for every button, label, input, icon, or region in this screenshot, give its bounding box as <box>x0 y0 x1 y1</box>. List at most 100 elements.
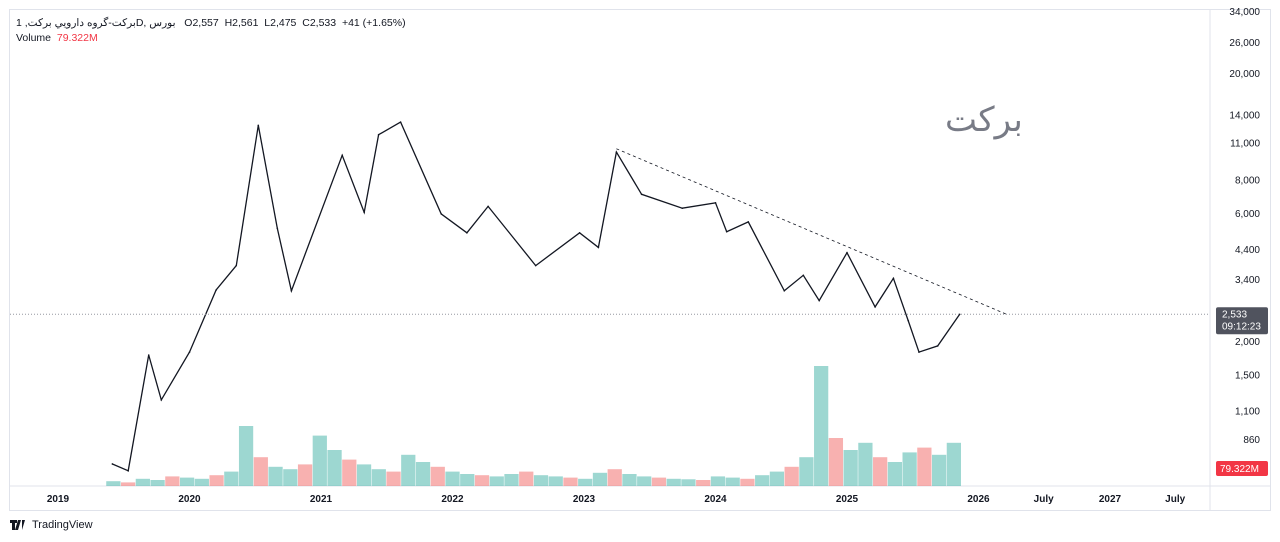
volume-bar <box>283 469 298 486</box>
volume-bar <box>755 475 770 486</box>
time-tick-label: 2024 <box>704 494 727 505</box>
volume-bar <box>725 477 740 486</box>
volume-bar <box>120 482 136 486</box>
volume-bar <box>578 478 593 486</box>
price-point <box>874 306 876 308</box>
price-point <box>783 289 786 292</box>
symbol-name[interactable]: برکت-گروه دارويي برکت, 1D, بورس <box>16 17 176 29</box>
price-point <box>111 463 114 465</box>
volume-label[interactable]: Volume <box>16 32 52 44</box>
volume-bar <box>607 469 622 486</box>
time-tick-label: 2027 <box>1099 494 1122 505</box>
volume-bar <box>681 479 696 486</box>
volume-bar <box>297 464 313 486</box>
volume-bar <box>710 476 726 486</box>
brand-name: TradingView <box>32 519 93 531</box>
volume-value: 79.322M <box>56 32 98 44</box>
price-point <box>341 154 344 157</box>
volume-bar <box>637 476 652 486</box>
price-tick-label: 6,000 <box>1235 209 1260 220</box>
volume-bar <box>769 471 785 486</box>
price-tick-label: 1,500 <box>1235 370 1260 381</box>
volume-bar <box>902 452 917 486</box>
volume-bar <box>563 477 578 486</box>
change-value: +41 (+1.65%) <box>341 17 406 29</box>
chart-frame[interactable] <box>9 9 1271 511</box>
price-tick-label: 4,400 <box>1235 245 1260 256</box>
volume-bar <box>651 477 667 486</box>
price-tick-label: 20,000 <box>1229 69 1260 80</box>
price-point <box>936 345 939 347</box>
volume-bar <box>504 474 519 486</box>
volume-bar <box>342 459 357 486</box>
low-value: L2,475 <box>264 17 297 29</box>
volume-bar <box>828 438 844 486</box>
price-point <box>747 221 750 223</box>
time-tick-label: 2020 <box>178 494 201 505</box>
price-point <box>958 313 961 316</box>
last-price-tag <box>1216 307 1268 335</box>
volume-bar <box>224 471 239 486</box>
time-tick-label: 2026 <box>967 494 990 505</box>
volume-bar <box>873 457 888 486</box>
price-point <box>377 133 380 136</box>
volume-bar <box>843 450 858 486</box>
volume-bar <box>592 472 608 486</box>
volume-bar <box>533 475 549 486</box>
watermark: برکت <box>945 100 1023 140</box>
price-tick-label: 2,000 <box>1235 337 1260 348</box>
volume-bar <box>312 435 327 486</box>
legend: برکت-گروه دارويي برکت, 1D, بورس O2,557 H… <box>16 16 406 46</box>
time-tick-label: July <box>1165 494 1185 505</box>
price-point <box>235 264 238 267</box>
volume-bar <box>165 476 180 486</box>
tradingview-logo[interactable]: TradingView <box>10 519 93 531</box>
price-tick-label: 3,400 <box>1235 275 1260 286</box>
price-point <box>907 319 910 322</box>
volume-bar <box>194 478 209 486</box>
price-point <box>147 354 150 356</box>
volume-bar <box>917 447 932 486</box>
volume-bar <box>327 450 342 486</box>
price-point <box>597 246 600 249</box>
countdown-text: 09:12:23 <box>1222 321 1261 332</box>
volume-bar <box>858 442 873 486</box>
volume-bar <box>887 462 903 486</box>
price-tick-label: 34,000 <box>1229 7 1260 18</box>
price-point <box>127 470 130 472</box>
price-point <box>466 232 468 234</box>
price-point <box>892 277 895 280</box>
volume-bar <box>784 466 799 486</box>
price-point <box>725 230 728 233</box>
price-point <box>188 351 191 353</box>
price-point <box>290 289 293 292</box>
volume-bar <box>931 454 947 486</box>
volume-bar <box>740 478 755 486</box>
volume-bar <box>209 475 224 486</box>
price-point <box>615 151 618 153</box>
volume-bar <box>238 426 254 486</box>
tradingview-icon <box>10 520 25 530</box>
volume-bar <box>150 480 165 486</box>
volume-bar <box>253 457 268 486</box>
volume-bar <box>179 477 195 486</box>
price-point <box>399 121 402 123</box>
price-point <box>818 299 820 302</box>
price-point <box>802 274 805 277</box>
price-tick-label: 11,000 <box>1230 138 1260 149</box>
time-tick-label: 2019 <box>47 494 70 505</box>
price-point <box>578 232 581 234</box>
volume-bar <box>696 480 711 486</box>
volume-bar <box>445 471 460 486</box>
open-value: O2,557 <box>184 17 219 29</box>
price-point <box>534 264 537 267</box>
volume-bar <box>401 454 416 486</box>
price-point <box>160 399 163 401</box>
time-tick-label: 2023 <box>573 494 596 505</box>
volume-bar <box>268 466 283 486</box>
close-value: C2,533 <box>302 17 337 29</box>
price-point <box>363 211 366 214</box>
volume-bar <box>666 478 681 486</box>
price-tick-label: 14,000 <box>1229 110 1260 121</box>
